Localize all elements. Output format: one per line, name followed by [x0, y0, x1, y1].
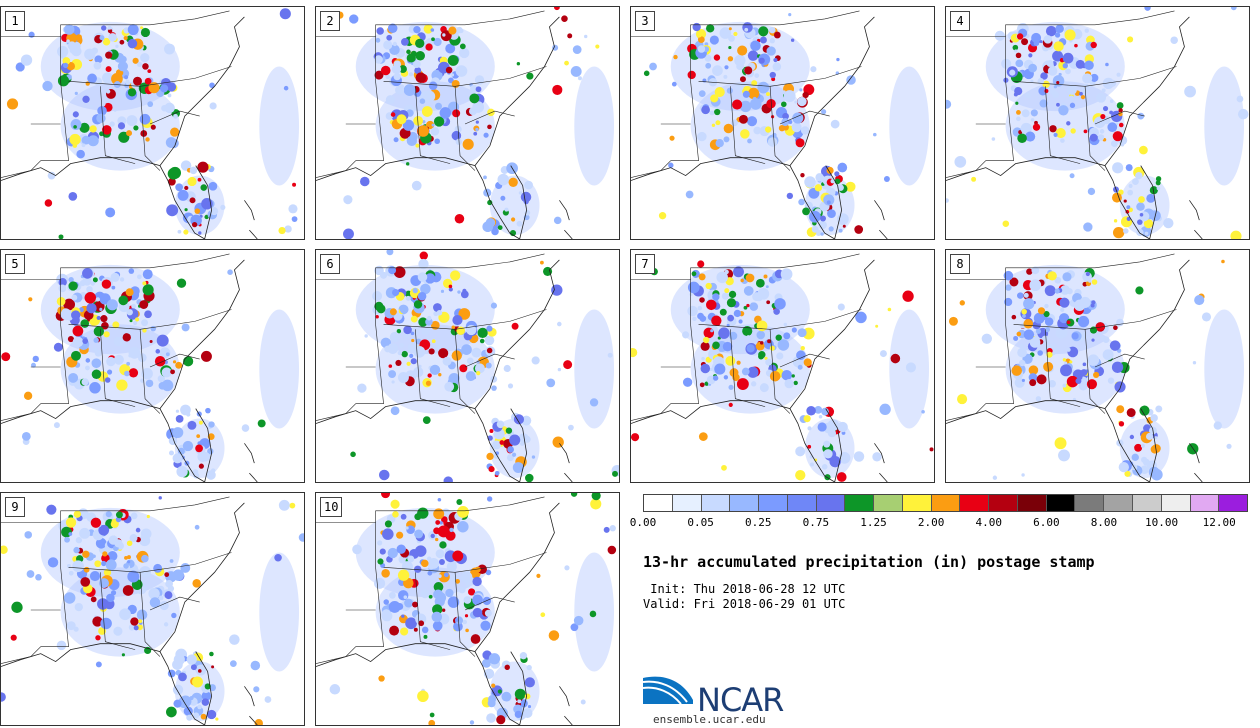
colorbar-tick-label: 6.00	[1033, 516, 1060, 529]
member-number-label: 5	[5, 254, 25, 274]
plot-title: 13-hr accumulated precipitation (in) pos…	[643, 553, 1095, 571]
member-number-label: 7	[635, 254, 655, 274]
colorbar-segment	[960, 495, 990, 511]
colorbar-segment	[1104, 495, 1134, 511]
member-number-label: 3	[635, 11, 655, 31]
colorbar-segment	[1133, 495, 1162, 511]
colorbar-segment	[874, 495, 903, 511]
source-url: ensemble.ucar.edu	[653, 713, 766, 726]
colorbar-segment	[759, 495, 788, 511]
precip-map	[1, 253, 300, 482]
precip-map	[946, 7, 1249, 239]
member-panel-2: 2	[315, 6, 620, 240]
member-panel-6: 6	[315, 249, 620, 483]
colorbar-segment	[730, 495, 760, 511]
colorbar-segment	[672, 495, 702, 511]
precip-map	[1, 496, 304, 725]
colorbar-segment	[816, 495, 846, 511]
precip-map	[631, 10, 930, 239]
colorbar-tick-label: 1.25	[860, 516, 887, 529]
member-number-label: 4	[950, 11, 970, 31]
member-number-label: 10	[320, 497, 343, 517]
colorbar-segment	[787, 495, 817, 511]
colorbar-tick-label: 0.75	[802, 516, 830, 529]
precip-map	[631, 253, 934, 482]
member-panel-10: 10	[315, 492, 620, 726]
colorbar-segment	[1161, 495, 1191, 511]
colorbar-segment	[644, 495, 673, 511]
colorbar-segment	[1190, 495, 1220, 511]
colorbar-segment	[1017, 495, 1047, 511]
colorbar-tick-label: 10.00	[1145, 516, 1179, 529]
colorbar-tick-label: 8.00	[1090, 516, 1118, 529]
colorbar-tick-label: 0.00	[629, 516, 657, 529]
colorbar-segment	[989, 495, 1018, 511]
colorbar-tick-label: 0.25	[744, 516, 772, 529]
colorbar-tick-label: 4.00	[975, 516, 1002, 529]
precip-map	[946, 253, 1245, 482]
colorbar-segment	[701, 495, 731, 511]
ncar-logo-text: NCAR	[697, 681, 784, 719]
colorbar-segment	[931, 495, 961, 511]
colorbar-segment	[902, 495, 932, 511]
precip-map	[316, 493, 617, 725]
colorbar-segment	[1075, 495, 1105, 511]
colorbar-tick-label: 0.05	[687, 516, 714, 529]
member-panel-1: 1	[0, 6, 305, 240]
member-number-label: 8	[950, 254, 970, 274]
member-panel-4: 4	[945, 6, 1250, 240]
colorbar-segment	[845, 495, 875, 511]
member-number-label: 6	[320, 254, 340, 274]
colorbar-tick-label: 12.00	[1202, 516, 1236, 529]
colorbar-segment	[1046, 495, 1076, 511]
member-number-label: 1	[5, 11, 25, 31]
member-panel-7: 7	[630, 249, 935, 483]
member-panel-8: 8	[945, 249, 1250, 483]
colorbar-segment	[1219, 495, 1248, 511]
ncar-logo-icon	[643, 676, 693, 705]
member-number-label: 2	[320, 11, 340, 31]
member-panel-9: 9	[0, 492, 305, 726]
precip-map	[1, 8, 300, 239]
colorbar-tick-label: 2.00	[917, 516, 945, 529]
valid-time: Valid: Fri 2018-06-29 01 UTC	[643, 597, 846, 611]
member-panel-3: 3	[630, 6, 935, 240]
member-panel-5: 5	[0, 249, 305, 483]
init-time: Init: Thu 2018-06-28 12 UTC	[643, 582, 846, 596]
precip-colorbar	[643, 494, 1248, 512]
precip-map	[316, 250, 619, 482]
member-number-label: 9	[5, 497, 25, 517]
precip-map	[316, 7, 615, 239]
